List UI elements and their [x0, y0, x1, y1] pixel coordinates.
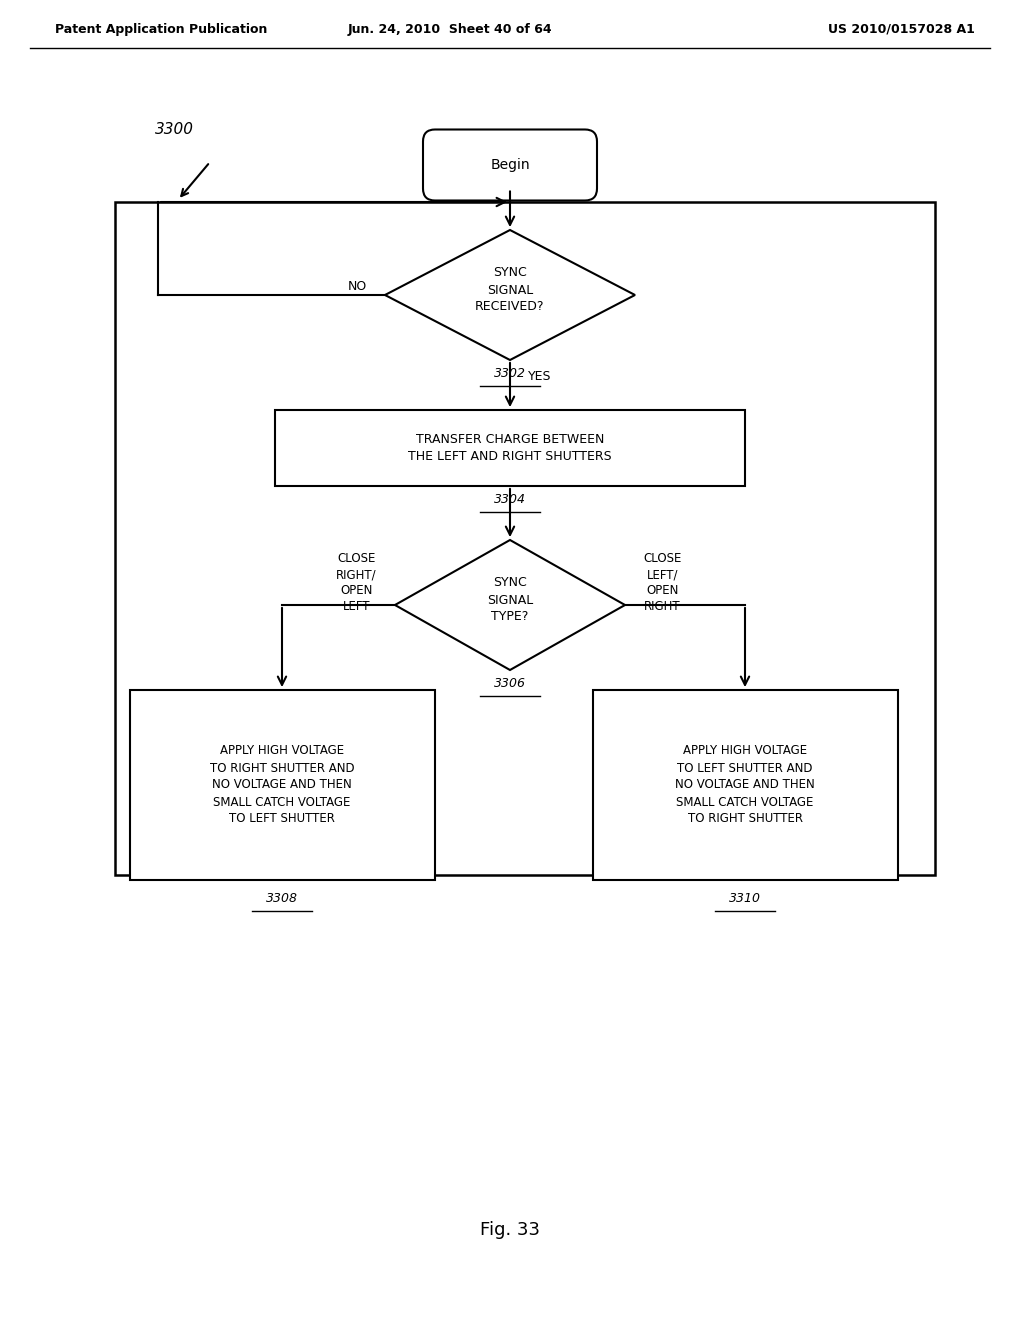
Text: 3310: 3310 [729, 892, 761, 906]
Bar [275, 411, 745, 486]
Text: Fig. 33: Fig. 33 [480, 1221, 540, 1239]
Text: 3308: 3308 [266, 892, 298, 906]
Text: Begin: Begin [490, 158, 529, 172]
Text: Patent Application Publication: Patent Application Publication [55, 22, 267, 36]
Text: SYNC
SIGNAL
RECEIVED?: SYNC SIGNAL RECEIVED? [475, 267, 545, 314]
Text: 3306: 3306 [494, 677, 526, 690]
Text: APPLY HIGH VOLTAGE
TO RIGHT SHUTTER AND
NO VOLTAGE AND THEN
SMALL CATCH VOLTAGE
: APPLY HIGH VOLTAGE TO RIGHT SHUTTER AND … [210, 744, 354, 825]
Text: CLOSE
RIGHT/
OPEN
LEFT: CLOSE RIGHT/ OPEN LEFT [336, 553, 377, 614]
Text: 3302: 3302 [494, 367, 526, 380]
Text: TRANSFER CHARGE BETWEEN
THE LEFT AND RIGHT SHUTTERS: TRANSFER CHARGE BETWEEN THE LEFT AND RIG… [409, 433, 611, 463]
Text: SYNC
SIGNAL
TYPE?: SYNC SIGNAL TYPE? [486, 577, 534, 623]
Bar [115, 202, 935, 875]
Bar [129, 690, 434, 880]
Text: APPLY HIGH VOLTAGE
TO LEFT SHUTTER AND
NO VOLTAGE AND THEN
SMALL CATCH VOLTAGE
T: APPLY HIGH VOLTAGE TO LEFT SHUTTER AND N… [675, 744, 815, 825]
Text: CLOSE
LEFT/
OPEN
RIGHT: CLOSE LEFT/ OPEN RIGHT [643, 553, 681, 614]
Text: YES: YES [528, 370, 552, 383]
Text: NO: NO [348, 281, 367, 293]
Text: 3300: 3300 [155, 123, 194, 137]
Text: Jun. 24, 2010  Sheet 40 of 64: Jun. 24, 2010 Sheet 40 of 64 [348, 22, 552, 36]
FancyBboxPatch shape [423, 129, 597, 201]
Text: 3304: 3304 [494, 492, 526, 506]
Polygon shape [385, 230, 635, 360]
Text: US 2010/0157028 A1: US 2010/0157028 A1 [828, 22, 975, 36]
Polygon shape [395, 540, 625, 671]
Bar [593, 690, 897, 880]
